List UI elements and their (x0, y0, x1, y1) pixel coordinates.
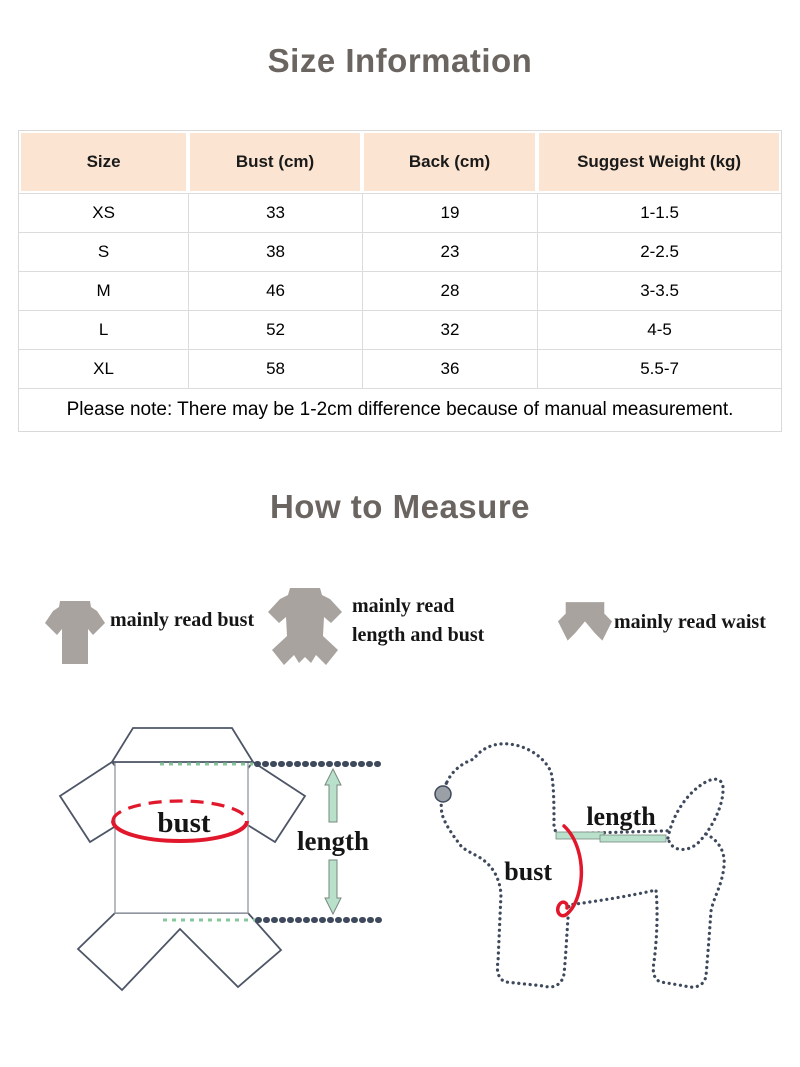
measure-label-waist: mainly read waist (614, 611, 766, 633)
cell-back: 32 (361, 310, 538, 349)
shirt-icon (45, 601, 105, 664)
length-arrow-down (324, 859, 342, 916)
bust-ellipse-top (111, 799, 249, 822)
table-header-row: Size Bust (cm) Back (cm) Suggest Weight … (19, 131, 781, 193)
cell-back: 19 (361, 193, 538, 232)
garment-collar (110, 727, 255, 763)
cell-size: XL (19, 349, 189, 388)
size-information-title: Size Information (267, 42, 533, 79)
measure-label-bust: mainly read bust (110, 609, 255, 631)
measure-label-line1: mainly read (352, 595, 455, 617)
pants-icon (558, 602, 612, 641)
cell-bust: 33 (188, 193, 362, 232)
table-row: M 46 28 3-3.5 (19, 271, 781, 310)
cell-size: L (19, 310, 189, 349)
header-size: Size (19, 131, 189, 193)
measure-label-line2: length and bust (352, 624, 485, 646)
header-back: Back (cm) (361, 131, 538, 193)
size-table-container: Size Bust (cm) Back (cm) Suggest Weight … (18, 130, 782, 432)
dog-length-bar-left (555, 831, 605, 840)
dog-tail (666, 777, 725, 851)
garment-bust-label: bust (157, 807, 211, 839)
table-note-row: Please note: There may be 1-2cm differen… (19, 388, 781, 431)
cell-back: 28 (361, 271, 538, 310)
measure-guide-row: mainly read bust mainly read length and … (0, 586, 800, 678)
dog-bust-line (555, 824, 584, 918)
cell-weight: 2-2.5 (537, 232, 781, 271)
measurement-diagrams: length bust length bust (0, 701, 800, 1048)
how-to-measure-title: How to Measure (269, 488, 531, 525)
diagram-canvas: length bust length bust (58, 727, 726, 992)
bust-ellipse-bottom (111, 820, 249, 843)
cell-weight: 1-1.5 (537, 193, 781, 232)
cell-weight: 3-3.5 (537, 271, 781, 310)
cell-weight: 5.5-7 (537, 349, 781, 388)
onesie-icon (268, 588, 342, 665)
garment-length-label: length (297, 826, 369, 856)
cell-bust: 38 (188, 232, 362, 271)
dog-length-label: length (586, 802, 656, 831)
header-weight: Suggest Weight (kg) (537, 131, 781, 193)
cell-back: 23 (361, 232, 538, 271)
dog-nose (434, 785, 452, 803)
cell-bust: 58 (188, 349, 362, 388)
cell-size: M (19, 271, 189, 310)
dog-diagram: length bust (434, 742, 726, 989)
table-row: S 38 23 2-2.5 (19, 232, 781, 271)
header-bust: Bust (cm) (188, 131, 362, 193)
cell-size: XS (19, 193, 189, 232)
cell-weight: 4-5 (537, 310, 781, 349)
garment-diagram: length bust (58, 727, 383, 992)
length-arrow-up (324, 767, 342, 823)
table-row: L 52 32 4-5 (19, 310, 781, 349)
table-row: XL 58 36 5.5-7 (19, 349, 781, 388)
size-table: Size Bust (cm) Back (cm) Suggest Weight … (19, 131, 781, 431)
cell-back: 36 (361, 349, 538, 388)
cell-bust: 46 (188, 271, 362, 310)
measurement-note: Please note: There may be 1-2cm differen… (19, 388, 781, 431)
dog-bust-label: bust (504, 857, 552, 886)
measure-label-length-bust: mainly read length and bust (352, 592, 484, 650)
garment-leg-flaps (76, 912, 283, 992)
table-row: XS 33 19 1-1.5 (19, 193, 781, 232)
dog-length-bar-right (599, 834, 667, 843)
cell-size: S (19, 232, 189, 271)
cell-bust: 52 (188, 310, 362, 349)
